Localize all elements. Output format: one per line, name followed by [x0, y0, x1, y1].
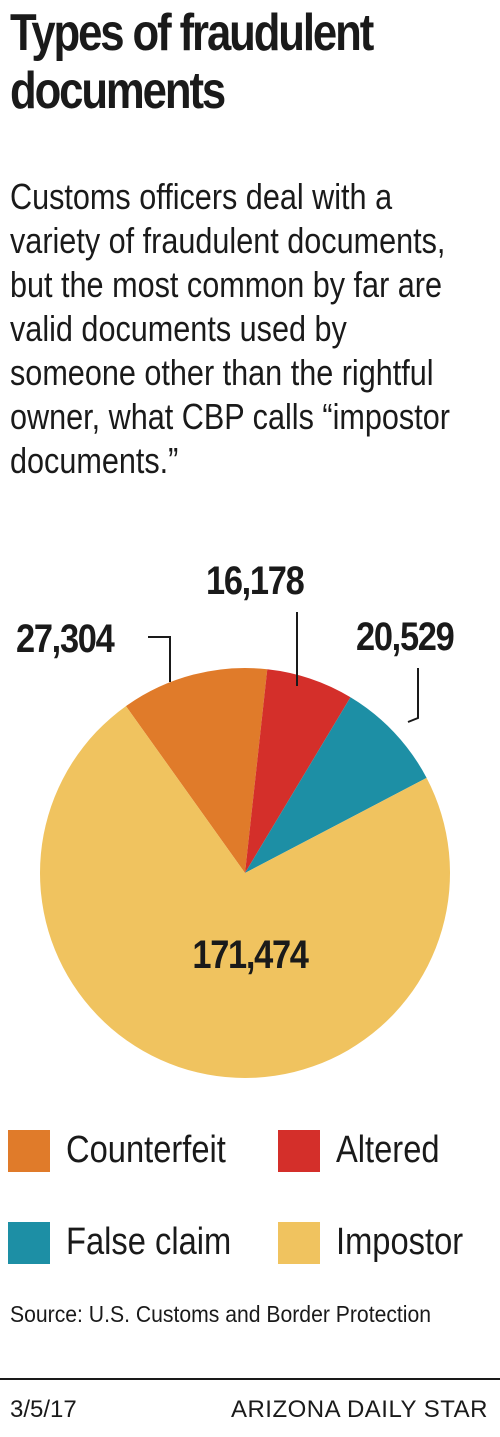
legend-label-counterfeit: Counterfeit: [66, 1129, 226, 1171]
legend-swatch-altered: [278, 1130, 320, 1172]
publish-date: 3/5/17: [10, 1396, 77, 1423]
pie-slice-altered: [245, 669, 351, 873]
source-note: Source: U.S. Customs and Border Protecti…: [10, 1301, 432, 1327]
legend-label-impostor: Impostor: [336, 1221, 464, 1263]
legend-swatch-false-claim: [8, 1222, 50, 1264]
data-label-impostor: 171,474: [192, 932, 309, 977]
leader-line-counterfeit: [148, 636, 171, 682]
pie-slice-counterfeit: [125, 668, 268, 873]
pie-chart: 27,304 16,178 20,529 171,474: [16, 558, 455, 1078]
chart-subtitle: Customs officers deal with a variety of …: [10, 176, 450, 481]
pie-slices: [40, 668, 451, 1078]
leader-lines: [148, 612, 419, 723]
slice-labels: 27,304 16,178 20,529 171,474: [16, 558, 455, 977]
data-label-altered: 16,178: [206, 558, 304, 603]
footer-divider: [0, 1378, 500, 1380]
data-label-false-claim: 20,529: [356, 614, 454, 659]
legend-label-false-claim: False claim: [66, 1221, 232, 1263]
chart-title: Types of fraudulent documents: [10, 4, 374, 120]
leader-line-false-claim: [407, 668, 419, 723]
publisher-credit: ARIZONA DAILY STAR: [230, 1396, 488, 1423]
pie-slice-false-claim: [245, 697, 427, 873]
legend-swatch-impostor: [278, 1222, 320, 1264]
data-label-counterfeit: 27,304: [16, 616, 115, 661]
pie-slice-impostor: [40, 706, 451, 1078]
legend-swatch-counterfeit: [8, 1130, 50, 1172]
legend-label-altered: Altered: [336, 1129, 440, 1171]
